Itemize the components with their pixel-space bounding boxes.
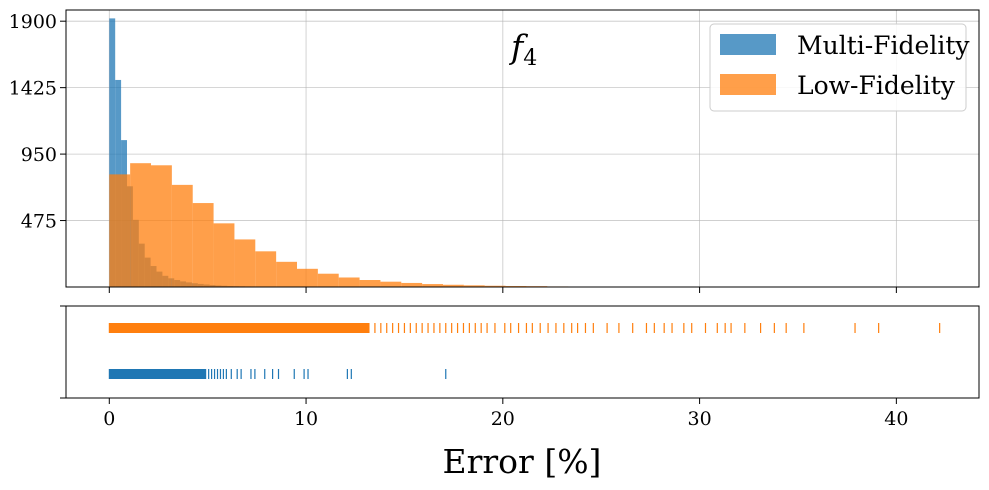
histogram-bar [463,285,485,287]
histogram-bar [338,277,360,287]
histogram-y-ticks: 475 950 1425 1900 [9,11,66,233]
x-tick-label: 40 [884,408,908,430]
y-tick-label: 1425 [9,78,57,100]
histogram-bar [109,174,131,287]
histogram-bar [192,203,214,287]
legend-label-multi-fidelity: Multi-Fidelity [797,31,970,60]
histogram-bar [359,280,381,287]
histogram-bar [151,165,172,287]
histogram-x-ticks [108,287,897,293]
subplot-annotation: f4 [508,27,537,71]
legend: Multi-Fidelity Low-Fidelity [709,23,970,112]
rug-panel: 0 10 20 30 40 Error [%] [60,305,980,481]
legend-swatch-low-fidelity [720,74,776,95]
histogram-bar [317,273,339,287]
histogram-bar [443,284,464,287]
x-axis-label: Error [%] [443,442,602,481]
histogram-bar [109,18,116,287]
histogram-bar [484,285,506,287]
histogram-plot-frame [65,9,980,288]
histogram-bar [380,281,402,287]
x-tick-label: 0 [103,408,115,430]
histogram-panel: 475 950 1425 1900 f4 Multi-Fidelity Low-Fid… [9,9,980,293]
rug-dense-band [108,369,207,379]
rug-plot-frame [65,305,980,399]
rug-x-ticks: 0 10 20 30 40 [103,398,908,430]
histogram-bar [276,261,298,287]
y-tick-label: 1900 [9,11,57,33]
x-tick-label: 20 [491,408,515,430]
rug-series-low-fidelity [108,323,941,333]
rug-series-multi-fidelity [108,369,447,379]
y-tick-label: 950 [21,144,57,166]
y-tick-label: 475 [21,211,57,233]
histogram-grid [66,10,979,287]
histogram-bar [297,268,318,287]
histogram-bar [401,282,423,287]
histogram-bar [130,163,152,287]
x-tick-label: 10 [294,408,318,430]
rug-marks [108,323,941,379]
x-tick-label: 30 [687,408,711,430]
legend-swatch-multi-fidelity [720,34,776,55]
histogram-bar [255,251,277,287]
histogram-bar [422,284,444,287]
histogram-bars [109,18,798,287]
histogram-bar [171,184,193,287]
rug-dense-band [108,323,370,333]
histogram-series-low-fidelity [109,163,798,287]
histogram-bar [234,239,256,287]
legend-label-low-fidelity: Low-Fidelity [797,71,956,100]
histogram-bar [213,223,235,287]
